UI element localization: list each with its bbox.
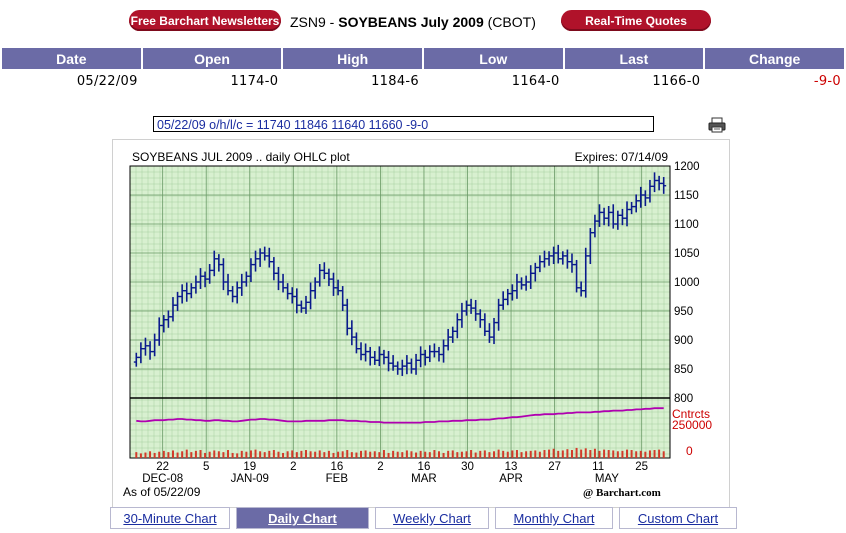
printer-icon[interactable] [708, 117, 726, 133]
symbol-text: ZSN9 - [290, 14, 339, 30]
col-open: Open [142, 48, 282, 69]
x-tick-label: 16 [418, 461, 431, 473]
x-tick-label: 11 [592, 461, 604, 473]
y-tick-label: 1000 [674, 277, 700, 289]
y-tick-label: 800 [674, 393, 693, 405]
x-month-label: MAY [595, 473, 619, 485]
contract-name: SOYBEANS July 2009 [338, 14, 484, 30]
col-low: Low [423, 48, 563, 69]
y-tick-label: 850 [674, 364, 693, 376]
cell-date: 05/22/09 [76, 73, 138, 89]
cell-last: 1166-0 [652, 73, 701, 89]
x-tick-label: 13 [505, 461, 518, 473]
as-of-label: As of 05/22/09 [123, 485, 201, 499]
y-tick-label: 900 [674, 335, 693, 347]
y-tick-label: 1200 [674, 161, 700, 173]
volume-axis-zero: 0 [686, 444, 693, 458]
page-title: ZSN9 - SOYBEANS July 2009 (CBOT) [290, 14, 536, 30]
x-tick-label: 22 [156, 461, 169, 473]
plot-border [129, 165, 671, 459]
quote-table: Date Open High Low Last Change 05/22/09 … [0, 48, 846, 93]
newsletter-button[interactable]: Free Barchart Newsletters [129, 10, 281, 31]
x-tick-label: 27 [548, 461, 561, 473]
cell-change: -9-0 [813, 73, 841, 89]
x-tick-label: 19 [243, 461, 256, 473]
quote-header-row: Date Open High Low Last Change [2, 48, 844, 69]
barchart-credit: @ Barchart.com [583, 487, 661, 499]
x-tick-label: 2 [377, 461, 383, 473]
x-month-label: DEC-08 [142, 473, 183, 485]
chart-tabs: 30-Minute Chart Daily Chart Weekly Chart… [110, 507, 743, 529]
chart-title: SOYBEANS JUL 2009 .. daily OHLC plot [132, 150, 350, 164]
quote-row: 05/22/09 1174-0 1184-6 1164-0 1166-0 -9-… [2, 69, 844, 93]
tab-custom-chart[interactable]: Custom Chart [619, 507, 737, 529]
x-tick-label: 5 [203, 461, 209, 473]
tab-30-minute-chart[interactable]: 30-Minute Chart [110, 507, 230, 529]
x-tick-label: 2 [290, 461, 296, 473]
cell-high: 1184-6 [371, 73, 419, 89]
tab-daily-chart[interactable]: Daily Chart [236, 507, 369, 529]
x-tick-label: 16 [330, 461, 343, 473]
y-tick-label: 1150 [674, 190, 699, 202]
x-month-label: MAR [411, 473, 437, 485]
y-tick-label: 1050 [674, 248, 700, 260]
volume-axis-max: 250000 [672, 418, 712, 432]
col-last: Last [564, 48, 704, 69]
cell-low: 1164-0 [511, 73, 560, 89]
real-time-quotes-button[interactable]: Real-Time Quotes [561, 10, 711, 31]
volume-axis-title: Cntrcts [672, 407, 710, 421]
open-interest-line [136, 407, 664, 424]
x-month-label: APR [499, 473, 523, 485]
col-change: Change [705, 48, 844, 69]
y-tick-label: 1100 [674, 219, 699, 231]
x-tick-label: 25 [635, 461, 648, 473]
tab-weekly-chart[interactable]: Weekly Chart [375, 507, 489, 529]
chart-expires: Expires: 07/14/09 [575, 150, 669, 164]
chart-panel: 1200 1150 1100 1050 1000 950 900 850 800 22 5 19 2 16… [112, 139, 730, 508]
cell-open: 1174-0 [230, 73, 279, 89]
y-tick-label: 950 [674, 306, 693, 318]
ohlc-summary-box: 05/22/09 o/h/l/c = 11740 11846 11640 116… [153, 116, 654, 132]
col-high: High [283, 48, 422, 69]
x-month-label: JAN-09 [231, 473, 269, 485]
x-tick-label: 30 [461, 461, 474, 473]
tab-monthly-chart[interactable]: Monthly Chart [495, 507, 613, 529]
exchange-text: (CBOT) [483, 14, 536, 30]
x-month-label: FEB [326, 473, 349, 485]
col-date: Date [2, 48, 141, 69]
